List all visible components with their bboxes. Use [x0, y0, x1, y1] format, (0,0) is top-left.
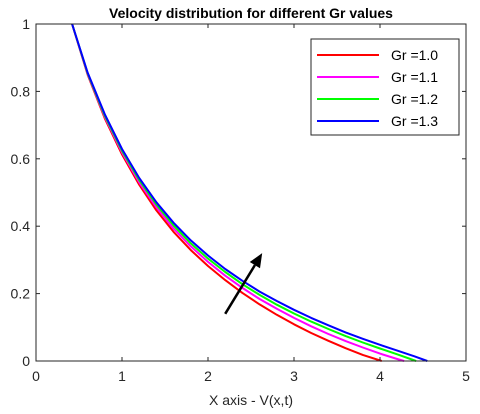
chart-title: Velocity distribution for different Gr v… [109, 5, 393, 21]
x-tick-label: 1 [118, 368, 126, 384]
x-tick-label: 5 [462, 368, 470, 384]
x-axis-label: X axis - V(x,t) [209, 392, 293, 408]
plot-frame [35, 23, 467, 362]
legend-label-4: Gr =1.3 [391, 113, 438, 129]
y-tick-label: 0.6 [11, 151, 31, 167]
x-tick-label: 3 [290, 368, 298, 384]
increase-arrow [224, 253, 263, 315]
legend-label-2: Gr =1.1 [391, 69, 438, 85]
legend-label-1: Gr =1.0 [391, 47, 438, 63]
y-tick-label: 0 [22, 353, 30, 369]
y-tick-label: 1 [22, 16, 30, 32]
series-line-4 [71, 23, 428, 362]
y-tick-label: 0.4 [11, 218, 31, 234]
arrow-shaft [224, 264, 256, 315]
y-tick-label: 0.2 [11, 286, 31, 302]
legend: Gr =1.0 Gr =1.1 Gr =1.2 Gr =1.3 [310, 38, 460, 136]
arrow-head [249, 253, 263, 269]
annotation-layer [224, 253, 263, 315]
tick-layer: 0 1 2 3 4 5 0 0.2 0.4 0.6 0.8 1 [11, 16, 471, 384]
x-tick-label: 4 [376, 368, 384, 384]
legend-label-3: Gr =1.2 [391, 91, 438, 107]
x-tick-label: 0 [32, 368, 40, 384]
x-tick-label: 2 [204, 368, 212, 384]
y-tick-label: 0.8 [11, 83, 31, 99]
